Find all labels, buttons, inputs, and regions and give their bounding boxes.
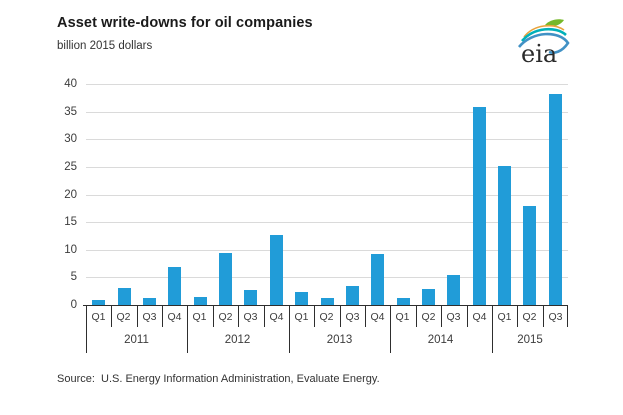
bar-Q1-idx8 <box>295 292 308 305</box>
bar-Q3-idx6 <box>244 290 257 305</box>
x-tick-label-quarter: Q3 <box>548 310 563 323</box>
x-axis-line <box>83 305 568 306</box>
bar-Q2-idx1 <box>118 288 131 305</box>
eia-logo-icon: eia <box>517 19 570 68</box>
x-tick-label-quarter: Q4 <box>167 310 182 323</box>
x-tick-label-year-2013: 2013 <box>326 334 353 346</box>
x-tick-label-quarter: Q1 <box>497 310 512 323</box>
bar-Q3-idx18 <box>549 94 562 305</box>
x-tick-label-quarter: Q4 <box>472 310 487 323</box>
bar-Q4-idx7 <box>270 235 283 305</box>
year-boundary-line <box>289 305 290 353</box>
bar-Q1-idx12 <box>397 298 410 305</box>
x-tick-label-quarter: Q4 <box>370 310 385 323</box>
bar-Q1-idx4 <box>194 297 207 305</box>
quarter-boundary-line <box>340 305 341 327</box>
year-boundary-line <box>187 305 188 353</box>
x-tick-label-quarter: Q3 <box>243 310 258 323</box>
y-tick-label-25: 25 <box>64 161 77 173</box>
x-tick-label-quarter: Q1 <box>91 310 106 323</box>
bar-Q2-idx17 <box>523 206 536 305</box>
gridline-15 <box>86 222 568 223</box>
eia-logo-text: eia <box>521 40 557 68</box>
x-tick-label-quarter: Q2 <box>116 310 131 323</box>
x-tick-label-year-2012: 2012 <box>224 334 251 346</box>
quarter-boundary-line <box>441 305 442 327</box>
quarter-boundary-line <box>467 305 468 327</box>
x-tick-label-quarter: Q2 <box>319 310 334 323</box>
x-tick-label-quarter: Q2 <box>522 310 537 323</box>
x-tick-label-quarter: Q3 <box>345 310 360 323</box>
x-tick-label-quarter: Q1 <box>395 310 410 323</box>
bar-Q2-idx13 <box>422 289 435 305</box>
bar-Q4-idx15 <box>473 107 486 305</box>
quarter-boundary-line <box>567 305 568 327</box>
y-tick-label-0: 0 <box>70 299 77 311</box>
year-boundary-line <box>390 305 391 353</box>
y-tick-label-5: 5 <box>70 271 77 283</box>
quarter-boundary-line <box>238 305 239 327</box>
bar-Q3-idx10 <box>346 286 359 305</box>
gridline-40 <box>86 84 568 85</box>
x-tick-label-year-2015: 2015 <box>517 334 543 346</box>
bar-Q3-idx2 <box>143 298 156 305</box>
gridline-20 <box>86 195 568 196</box>
chart-title: Asset write-downs for oil companies <box>57 15 313 31</box>
y-tick-label-30: 30 <box>64 133 77 145</box>
x-tick-label-quarter: Q1 <box>192 310 207 323</box>
quarter-boundary-line <box>111 305 112 327</box>
x-tick-label-quarter: Q2 <box>218 310 233 323</box>
source-note: Source: U.S. Energy Information Administ… <box>57 373 380 385</box>
gridline-25 <box>86 167 568 168</box>
bar-Q3-idx14 <box>447 275 460 305</box>
bar-Q1-idx0 <box>92 300 105 305</box>
x-tick-label-quarter: Q4 <box>269 310 284 323</box>
year-boundary-line <box>492 305 493 353</box>
bar-Q1-idx16 <box>498 166 511 305</box>
quarter-boundary-line <box>162 305 163 327</box>
year-boundary-line <box>86 305 87 353</box>
eia-logo-leaf <box>545 19 564 27</box>
bar-Q4-idx3 <box>168 267 181 305</box>
quarter-boundary-line <box>543 305 544 327</box>
bar-Q2-idx9 <box>321 298 334 305</box>
quarter-boundary-line <box>365 305 366 327</box>
quarter-boundary-line <box>416 305 417 327</box>
y-tick-label-35: 35 <box>64 106 77 118</box>
bar-Q2-idx5 <box>219 253 232 305</box>
y-tick-label-40: 40 <box>64 78 77 90</box>
quarter-boundary-line <box>137 305 138 327</box>
bar-Q4-idx11 <box>371 254 384 305</box>
quarter-boundary-line <box>314 305 315 327</box>
quarter-boundary-line <box>264 305 265 327</box>
x-tick-label-quarter: Q1 <box>294 310 309 323</box>
y-tick-label-10: 10 <box>64 244 77 256</box>
gridline-35 <box>86 112 568 113</box>
gridline-30 <box>86 139 568 140</box>
gridline-10 <box>86 250 568 251</box>
x-tick-label-year-2011: 2011 <box>124 334 149 346</box>
gridline-5 <box>86 277 568 278</box>
quarter-boundary-line <box>517 305 518 327</box>
y-tick-label-20: 20 <box>64 189 77 201</box>
x-tick-label-quarter: Q3 <box>446 310 461 323</box>
x-tick-label-quarter: Q2 <box>421 310 436 323</box>
x-tick-label-year-2014: 2014 <box>427 334 454 346</box>
y-tick-label-15: 15 <box>64 216 77 228</box>
x-tick-label-quarter: Q3 <box>142 310 157 323</box>
chart-units-label: billion 2015 dollars <box>57 40 153 52</box>
quarter-boundary-line <box>213 305 214 327</box>
